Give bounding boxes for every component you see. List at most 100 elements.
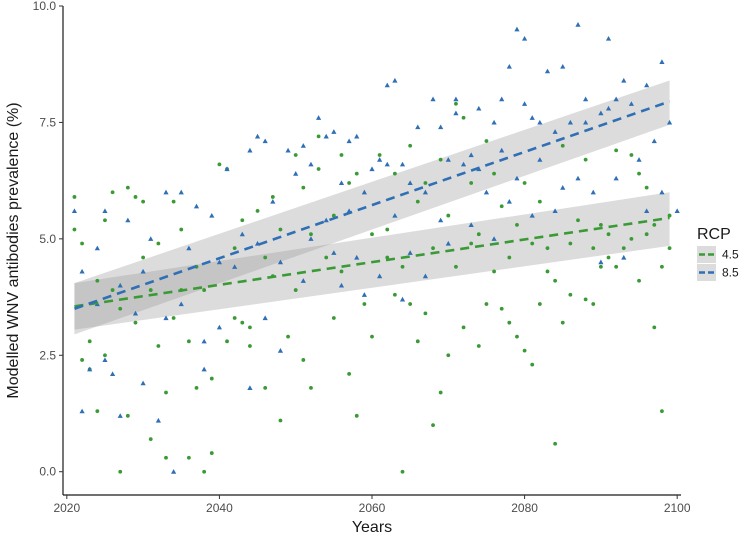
point-triangle	[537, 119, 543, 125]
point-triangle	[186, 245, 192, 251]
point-circle	[331, 213, 336, 218]
point-circle	[309, 385, 313, 390]
trend-lines	[74, 100, 670, 310]
point-triangle	[384, 161, 390, 167]
point-triangle	[422, 273, 429, 279]
point-circle	[217, 162, 222, 167]
point-triangle	[216, 324, 223, 330]
point-circle	[652, 222, 657, 227]
point-triangle	[338, 180, 345, 186]
point-triangle	[529, 115, 535, 120]
point-triangle	[369, 166, 375, 172]
point-triangle	[613, 175, 619, 181]
point-circle	[209, 451, 214, 455]
point-circle	[614, 264, 619, 269]
point-triangle	[300, 278, 306, 283]
point-triangle	[117, 413, 123, 418]
point-circle	[156, 344, 161, 348]
point-triangle	[254, 133, 261, 139]
point-triangle	[567, 119, 573, 125]
point-circle	[240, 218, 245, 223]
point-triangle	[445, 240, 451, 246]
point-triangle	[415, 124, 421, 130]
point-circle	[499, 204, 504, 209]
point-triangle	[476, 105, 482, 111]
x-tick-label: 2080	[511, 501, 538, 515]
point-circle	[362, 302, 367, 306]
point-circle	[454, 101, 458, 106]
point-triangle	[247, 385, 253, 390]
point-triangle	[338, 282, 345, 288]
point-triangle	[102, 208, 108, 213]
point-triangle	[377, 273, 383, 279]
point-triangle	[605, 105, 612, 111]
point-triangle	[209, 212, 215, 218]
point-circle	[667, 246, 672, 251]
point-circle	[80, 358, 84, 362]
point-circle	[202, 288, 207, 292]
point-triangle	[613, 96, 619, 102]
point-circle	[232, 316, 237, 320]
point-circle	[72, 227, 77, 232]
point-triangle	[79, 268, 85, 274]
point-circle	[118, 469, 123, 474]
point-triangle	[71, 208, 78, 213]
point-circle	[209, 376, 214, 381]
point-triangle	[247, 147, 253, 153]
point-triangle	[621, 77, 627, 83]
point-circle	[637, 171, 641, 176]
point-circle	[408, 143, 413, 148]
point-circle	[515, 334, 519, 339]
point-circle	[392, 171, 397, 176]
point-circle	[461, 325, 466, 330]
point-circle	[171, 316, 176, 320]
point-triangle	[659, 189, 665, 195]
point-triangle	[445, 157, 451, 162]
point-circle	[164, 390, 168, 395]
point-triangle	[453, 96, 459, 102]
point-triangle	[537, 157, 543, 162]
point-circle	[301, 185, 306, 190]
point-circle	[492, 171, 496, 176]
point-triangle	[308, 236, 314, 241]
y-tick-label: 7.5	[39, 115, 56, 129]
point-circle	[522, 181, 527, 185]
point-circle	[476, 232, 481, 237]
trend-line-8-5	[74, 100, 670, 310]
point-circle	[553, 441, 558, 446]
point-circle	[484, 139, 489, 143]
point-circle	[492, 269, 496, 274]
point-circle	[400, 264, 405, 269]
point-circle	[347, 372, 352, 376]
point-circle	[598, 222, 603, 227]
point-circle	[583, 157, 588, 162]
point-triangle	[583, 119, 589, 125]
point-circle	[164, 455, 168, 460]
point-circle	[87, 339, 92, 344]
point-triangle	[575, 22, 581, 27]
point-circle	[392, 292, 397, 297]
point-circle	[248, 325, 252, 330]
point-circle	[339, 153, 344, 157]
point-triangle	[422, 189, 429, 195]
point-circle	[179, 227, 184, 232]
point-circle	[644, 232, 649, 237]
point-triangle	[590, 189, 596, 195]
point-triangle	[575, 175, 581, 181]
point-circle	[667, 213, 672, 218]
point-triangle	[94, 245, 100, 251]
point-triangle	[148, 236, 154, 241]
y-tick-label: 5.0	[39, 232, 56, 246]
point-circle	[118, 306, 123, 311]
point-circle	[377, 153, 382, 157]
point-circle	[80, 241, 84, 246]
point-circle	[95, 278, 100, 283]
point-circle	[530, 241, 535, 246]
point-circle	[141, 255, 146, 260]
point-triangle	[262, 138, 268, 144]
point-triangle	[140, 380, 146, 386]
point-triangle	[453, 110, 459, 116]
legend: RCP 4.5 8.5	[697, 226, 739, 281]
point-circle	[438, 157, 443, 162]
point-triangle	[277, 348, 284, 353]
